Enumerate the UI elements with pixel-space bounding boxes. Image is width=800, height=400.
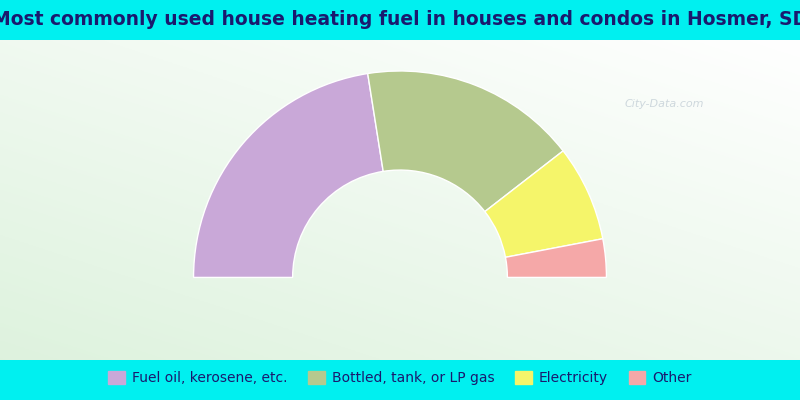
Legend: Fuel oil, kerosene, etc., Bottled, tank, or LP gas, Electricity, Other: Fuel oil, kerosene, etc., Bottled, tank,… <box>102 365 698 391</box>
Wedge shape <box>485 151 602 257</box>
Wedge shape <box>368 71 563 212</box>
Text: Most commonly used house heating fuel in houses and condos in Hosmer, SD: Most commonly used house heating fuel in… <box>0 10 800 29</box>
Wedge shape <box>506 239 606 278</box>
Text: City-Data.com: City-Data.com <box>624 99 704 109</box>
Wedge shape <box>194 74 383 278</box>
